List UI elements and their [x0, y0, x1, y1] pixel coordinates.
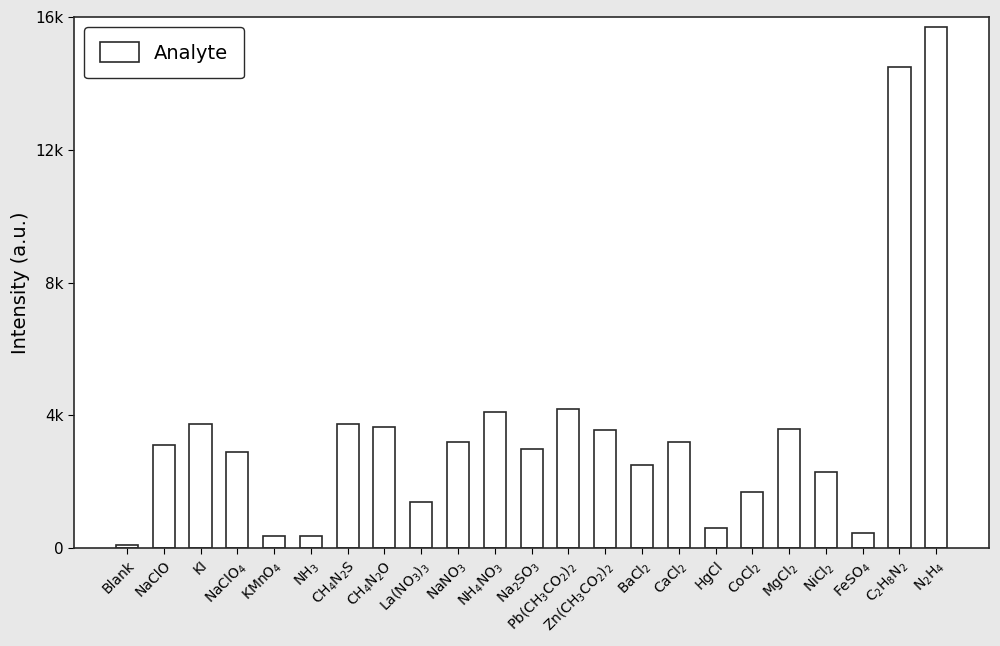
- Bar: [925, 27, 947, 548]
- Bar: [410, 501, 432, 548]
- Bar: [778, 428, 800, 548]
- Bar: [300, 536, 322, 548]
- Bar: [888, 67, 911, 548]
- Bar: [337, 424, 359, 548]
- Bar: [116, 545, 138, 548]
- Legend: Analyte: Analyte: [84, 27, 244, 78]
- Bar: [447, 442, 469, 548]
- Bar: [484, 412, 506, 548]
- Bar: [668, 442, 690, 548]
- Bar: [594, 430, 616, 548]
- Bar: [263, 536, 285, 548]
- Bar: [189, 424, 212, 548]
- Bar: [631, 465, 653, 548]
- Bar: [226, 452, 248, 548]
- Bar: [705, 528, 727, 548]
- Bar: [741, 492, 763, 548]
- Bar: [373, 427, 395, 548]
- Bar: [557, 409, 579, 548]
- Bar: [815, 472, 837, 548]
- Bar: [521, 448, 543, 548]
- Bar: [153, 445, 175, 548]
- Bar: [852, 533, 874, 548]
- Y-axis label: Intensity (a.u.): Intensity (a.u.): [11, 211, 30, 354]
